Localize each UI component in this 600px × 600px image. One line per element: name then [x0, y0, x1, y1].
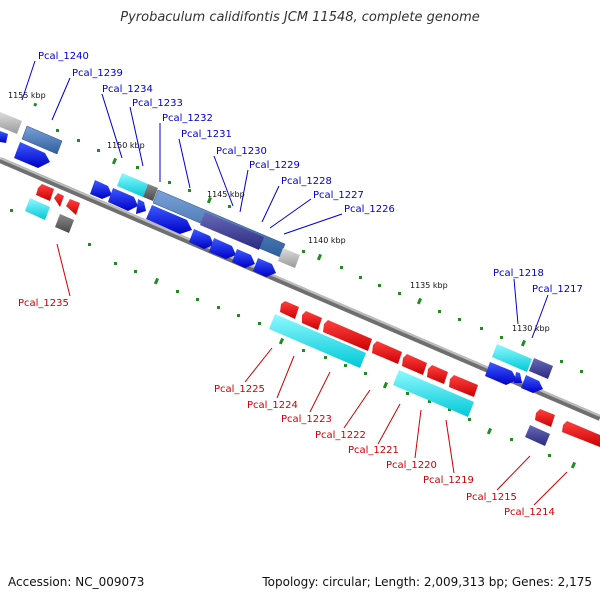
reverse-gene-arrows [36, 184, 600, 447]
gene-label: Pcal_1224 [247, 400, 298, 411]
gene-arrow-blue [90, 180, 112, 199]
outer-gene-bars [0, 112, 553, 446]
lower-tick-marks [10, 209, 577, 469]
gene-label: Pcal_1234 [102, 84, 153, 95]
gene-bar-cyan-1221 [393, 370, 474, 417]
gene-label: Pcal_1228 [281, 176, 332, 187]
gene-arrow-blue [0, 131, 8, 143]
gene-arrow-red [66, 199, 80, 215]
gene-label: Pcal_1214 [504, 507, 555, 518]
gene-label: Pcal_1235 [18, 298, 69, 309]
gene-label: Pcal_1226 [344, 204, 395, 215]
gene-arrow-blue [485, 362, 517, 385]
topology-text: Topology: circular; Length: 2,009,313 bp… [262, 575, 592, 589]
gene-bar-purple-1215 [525, 425, 550, 446]
gene-arrow-blue [209, 238, 236, 259]
gene-bar-cyan-1235 [25, 198, 50, 220]
gene-label: Pcal_1240 [38, 51, 89, 62]
forward-gene-labels: Pcal_1240 Pcal_1239 Pcal_1234 Pcal_1233 … [38, 51, 583, 295]
reverse-gene-labels: Pcal_1235 Pcal_1225 Pcal_1224 Pcal_1223 … [18, 298, 555, 518]
gene-arrow-blue [14, 142, 50, 168]
gene-bar-dark-1234 [143, 184, 158, 201]
gene-arrow-blue [146, 205, 192, 234]
gene-label: Pcal_1232 [162, 113, 213, 124]
gene-label: Pcal_1218 [493, 268, 544, 279]
gene-arrow-red [323, 320, 372, 351]
gene-arrow-red [372, 341, 402, 364]
accession-text: Accession: NC_009073 [8, 575, 145, 589]
gene-label: Pcal_1227 [313, 190, 364, 201]
gene-arrow-red [427, 365, 448, 384]
kbp-label: 1140 kbp [308, 236, 346, 245]
gene-arrow-red [449, 375, 478, 397]
gene-bar-cyan-1234 [117, 173, 148, 197]
gene-bar-purple-1217 [529, 358, 553, 379]
gene-arrow-blue [253, 258, 276, 277]
gene-label: Pcal_1233 [132, 98, 183, 109]
gene-label: Pcal_1222 [315, 430, 366, 441]
kbp-label: 1155 kbp [8, 91, 46, 100]
gene-label: Pcal_1220 [386, 460, 437, 471]
gene-bar-grey-1226 [278, 248, 300, 268]
gene-label: Pcal_1229 [249, 160, 300, 171]
gene-label: Pcal_1217 [532, 284, 583, 295]
gene-label: Pcal_1230 [216, 146, 267, 157]
gene-bar-cyan-1218 [492, 344, 532, 372]
gene-label: Pcal_1219 [423, 475, 474, 486]
gene-bar-steel-1240 [21, 125, 63, 155]
gene-bar-purple-1230 [200, 212, 264, 250]
gene-arrow-red [36, 184, 54, 201]
forward-gene-arrows [0, 131, 543, 393]
gene-arrow-red [562, 421, 600, 447]
figure-title: Pyrobaculum calidifontis JCM 11548, comp… [120, 10, 480, 25]
gene-bar-dark-1235 [55, 214, 74, 233]
gene-label: Pcal_1231 [181, 129, 232, 140]
kbp-label: 1130 kbp [512, 324, 550, 333]
gene-label: Pcal_1223 [281, 414, 332, 425]
upper-tick-marks [33, 102, 583, 373]
kbp-label: 1145 kbp [207, 190, 245, 199]
gene-bar-cyan-1225 [269, 314, 366, 368]
kbp-scale-labels: 1155 kbp 1150 kbp 1145 kbp 1140 kbp 1135… [8, 91, 550, 333]
gene-arrow-red [302, 311, 322, 330]
gene-arrow-blue [108, 188, 138, 211]
gene-arrow-red [402, 354, 427, 375]
gene-bar-grey [0, 112, 22, 134]
kbp-label: 1135 kbp [410, 281, 448, 290]
gene-label: Pcal_1239 [72, 68, 123, 79]
gene-arrow-blue [232, 249, 255, 268]
gene-label: Pcal_1225 [214, 384, 265, 395]
forward-leader-lines [21, 60, 549, 339]
gene-label: Pcal_1215 [466, 492, 517, 503]
gene-arrow-red [280, 301, 299, 319]
kbp-label: 1150 kbp [107, 141, 145, 150]
gene-arrow-red [54, 193, 64, 207]
gene-arrow-red [535, 409, 555, 427]
gene-arrow-blue [136, 199, 146, 214]
gene-arrow-blue [189, 229, 214, 249]
gene-label: Pcal_1221 [348, 445, 399, 456]
reverse-leader-lines [56, 243, 568, 506]
gene-arrow-blue [521, 375, 543, 393]
gene-arrow-blue [514, 372, 522, 383]
